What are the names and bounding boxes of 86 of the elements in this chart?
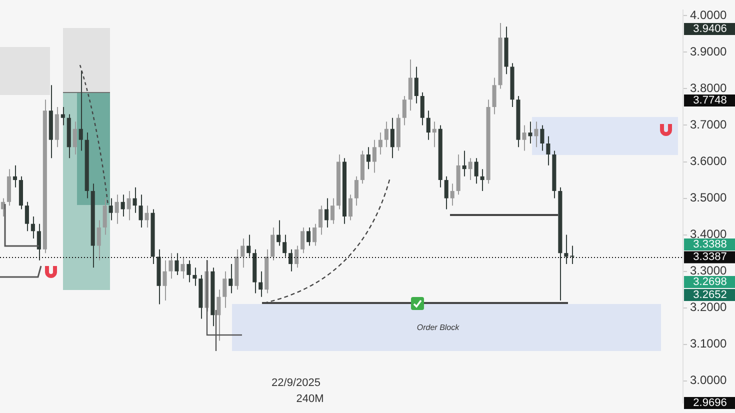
annotation: 240M: [296, 393, 324, 406]
y-tick-label: 3.7000: [690, 118, 728, 132]
candlestick: [468, 158, 472, 181]
candlestick: [294, 245, 299, 268]
text: 3.7748: [693, 94, 727, 107]
candlestick: [258, 270, 263, 298]
candlestick: [540, 124, 544, 152]
candlestick: [318, 205, 323, 236]
candlestick: [12, 164, 17, 188]
candlestick: [324, 198, 329, 228]
y-tick-label: 3.5000: [690, 190, 728, 205]
candlestick: [144, 205, 149, 228]
candlestick: [450, 183, 454, 206]
text: 2.9696: [693, 397, 727, 410]
candlestick: [120, 194, 125, 218]
y-tick-label: 4.0000: [690, 8, 728, 22]
candlestick: [372, 139, 376, 174]
candlestick: [390, 117, 394, 159]
candlestick: [192, 267, 197, 286]
candlestick: [222, 270, 227, 308]
candlestick: [138, 194, 143, 228]
y-tick-label: 3.6000: [690, 154, 728, 168]
candlestick: [108, 198, 113, 221]
candlestick: [402, 96, 406, 126]
candlestick: [306, 227, 311, 246]
candlestick: [114, 194, 119, 224]
candlestick: [480, 168, 484, 192]
candlestick: [24, 201, 29, 232]
candlestick: [162, 260, 167, 302]
text: 3.2698: [693, 276, 727, 288]
candlestick: [270, 227, 275, 261]
annotation: 22/9/2025: [272, 377, 320, 390]
candlestick: [240, 238, 245, 268]
y-tick-label: 3.3000: [690, 264, 728, 278]
candlestick: [96, 220, 101, 261]
annotation: Order Block: [416, 323, 460, 332]
candlestick: [300, 227, 305, 254]
y-tick-label: 3.8000: [690, 81, 728, 96]
candlestick: [180, 256, 185, 280]
candlestick: [408, 59, 412, 112]
candlestick: [168, 252, 173, 280]
candlestick: [528, 121, 532, 144]
candlestick: [228, 264, 233, 294]
candlestick: [420, 92, 424, 126]
text: 3.2652: [693, 289, 727, 302]
candlestick: [216, 289, 221, 342]
y-tick-label: 3.9000: [690, 44, 728, 59]
candlestick: [60, 106, 65, 126]
y-tick-label: 3.0000: [690, 373, 728, 388]
candlestick: [522, 124, 526, 152]
candlestick: [354, 176, 358, 206]
candlestick: [474, 158, 478, 184]
y-tick-label: 3.1000: [690, 336, 728, 351]
candlestick: [312, 223, 317, 246]
candlestick: [36, 223, 41, 261]
candlestick: [282, 234, 287, 258]
candlestick: [378, 132, 382, 155]
candlestick: [102, 198, 107, 236]
candlestick: [564, 234, 568, 265]
candlestick: [330, 198, 335, 224]
text: 3.3388: [693, 238, 727, 251]
candlestick: [366, 146, 370, 170]
candlestick: [288, 248, 293, 272]
candlestick: [432, 121, 436, 148]
candlestick: [570, 245, 574, 265]
candlestick: [492, 77, 496, 115]
candlestick: [126, 190, 131, 221]
candlestick: [30, 216, 35, 239]
candlestick: [384, 121, 388, 148]
y-tick-label: 3.2000: [690, 300, 728, 314]
candlestick: [348, 194, 353, 221]
candlestick: [444, 176, 448, 210]
candlestick: [78, 70, 83, 152]
candlestick: [72, 121, 77, 155]
text: 3.9406: [693, 23, 727, 36]
candlestick: [246, 234, 251, 258]
candlestick: [174, 252, 179, 276]
candlestick: [534, 121, 538, 148]
candlestick: [132, 186, 137, 214]
candlestick: [186, 260, 191, 283]
ref-line-label: 3.3387: [693, 251, 727, 264]
candlestick: [426, 110, 430, 140]
candlestick: [462, 150, 466, 177]
candlestick: [414, 66, 418, 104]
candlestick: [276, 220, 281, 246]
candlestick: [546, 136, 550, 166]
